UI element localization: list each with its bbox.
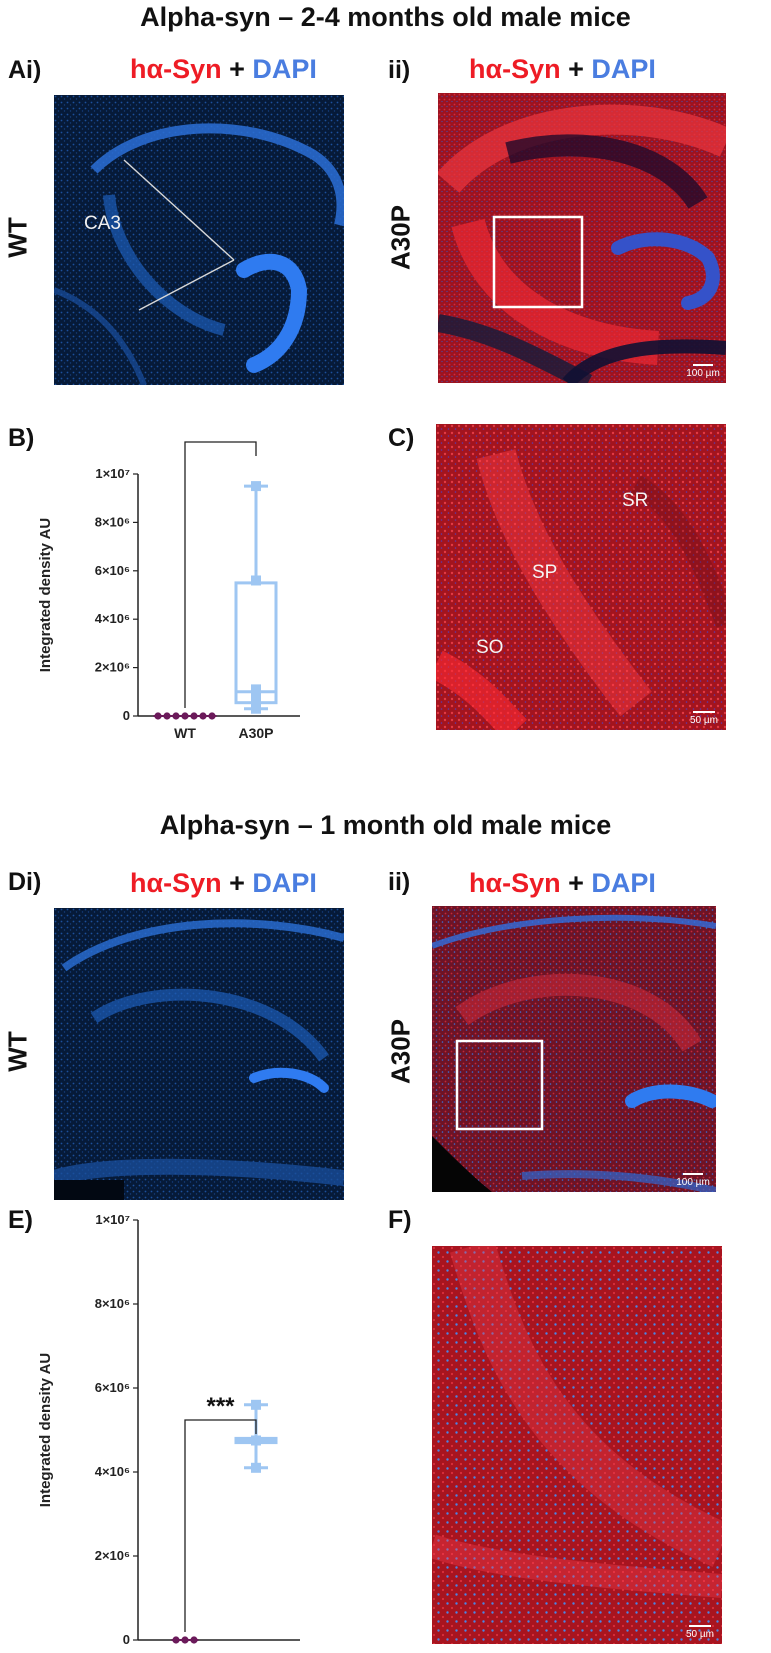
panel-label-c: C) <box>388 424 415 452</box>
stain-legend-ai: hα-Syn + DAPI <box>130 54 317 85</box>
stain-syn: hα-Syn <box>130 54 222 84</box>
stain-dapi: DAPI <box>591 868 656 898</box>
panel-label-ii-top: ii) <box>388 56 411 84</box>
stain-legend-aii: hα-Syn + DAPI <box>469 54 656 85</box>
panel-label-ii-bottom: ii) <box>388 868 411 896</box>
sr-label: SR <box>622 490 649 511</box>
scale-bar-label: 50 µm <box>686 1629 714 1640</box>
micrograph-c-zoom: SR SP SO 50 µm <box>436 424 726 730</box>
significance-stars: *** <box>206 1393 235 1420</box>
scale-bar-c: 50 µm <box>688 711 720 726</box>
panel-label-b: B) <box>8 424 35 452</box>
y-tick-label: 1×10⁷ <box>95 1212 130 1227</box>
top-section-title: Alpha-syn – 2-4 months old male mice <box>140 2 631 32</box>
scale-bar-f: 50 µm <box>684 1625 716 1640</box>
y-tick-label: 8×10⁶ <box>95 1296 130 1311</box>
significance-stars: *** <box>206 430 235 442</box>
y-axis-label: Integrated density AU <box>37 1353 54 1507</box>
micrograph-aii-a30p: 100 µm <box>438 93 726 383</box>
stain-syn: hα-Syn <box>469 868 561 898</box>
a30p-data-point <box>251 1462 261 1473</box>
micrograph-f-zoom: 50 µm <box>432 1246 722 1644</box>
y-tick-label: 2×10⁶ <box>95 1548 130 1563</box>
stain-plus: + <box>229 868 245 898</box>
stain-dapi: DAPI <box>252 868 317 898</box>
y-tick-label: 8×10⁶ <box>95 514 130 529</box>
y-tick-label: 0 <box>123 708 130 723</box>
micrograph-ai-wt: CA3 <box>54 95 344 385</box>
y-tick-label: 6×10⁶ <box>95 1380 130 1395</box>
so-label: SO <box>476 637 504 658</box>
chart-b: 0 2×10⁶ 4×10⁶ 6×10⁶ 8×10⁶ 1×10⁷ Integrated den… <box>37 430 300 741</box>
scale-bar-label: 100 µm <box>676 1177 710 1188</box>
stain-legend-dii: hα-Syn + DAPI <box>469 868 656 899</box>
y-tick-label: 2×10⁶ <box>95 660 130 675</box>
significance-bracket <box>184 441 257 708</box>
side-label-wt-top: WT <box>2 217 33 258</box>
stain-dapi: DAPI <box>252 54 317 84</box>
a30p-data-point <box>251 575 261 586</box>
ca3-label: CA3 <box>84 213 121 234</box>
panel-label-di: Di) <box>8 868 42 896</box>
stain-plus: + <box>568 868 584 898</box>
micrograph-di-wt <box>54 908 344 1200</box>
side-label-a30p-top: A30P <box>385 204 416 271</box>
sp-label: SP <box>532 562 558 583</box>
a30p-data-point <box>251 481 261 492</box>
a30p-data-point <box>251 703 261 714</box>
stain-plus: + <box>568 54 584 84</box>
chart-e: 0 2×10⁶ 4×10⁶ 6×10⁶ 8×10⁶ 1×10⁷ Integrated den… <box>37 1212 300 1650</box>
x-category-label: A30P <box>238 725 273 741</box>
y-tick-label: 1×10⁷ <box>95 466 130 481</box>
bottom-section-title: Alpha-syn – 1 month old male mice <box>159 810 612 840</box>
scale-bar-label: 100 µm <box>686 368 720 379</box>
y-tick-label: 6×10⁶ <box>95 563 130 578</box>
side-label-wt-bottom: WT <box>2 1031 33 1072</box>
y-tick-label: 0 <box>123 1632 130 1647</box>
stain-dapi: DAPI <box>591 54 656 84</box>
y-tick-label: 4×10⁶ <box>95 1464 130 1479</box>
stain-syn: hα-Syn <box>469 54 561 84</box>
a30p-data-point <box>251 684 261 695</box>
scale-bar-aii: 100 µm <box>686 364 720 379</box>
a30p-data-point <box>251 1399 261 1410</box>
x-category-label: WT <box>174 725 196 741</box>
panel-label-ai: Ai) <box>8 56 42 84</box>
micrograph-dii-a30p: 100 µm <box>432 906 716 1192</box>
panel-label-f: F) <box>388 1206 412 1234</box>
stain-legend-di: hα-Syn + DAPI <box>130 868 317 899</box>
significance-bracket <box>184 1419 257 1632</box>
x-category-label: A30P <box>238 1649 273 1650</box>
y-tick-label: 4×10⁶ <box>95 611 130 626</box>
x-category-label: WT <box>174 1649 196 1650</box>
side-label-a30p-bottom: A30P <box>385 1018 416 1085</box>
scale-bar-dii: 100 µm <box>676 1173 710 1188</box>
scale-bar-label: 50 µm <box>690 715 718 726</box>
panel-label-e: E) <box>8 1206 33 1234</box>
a30p-data-point <box>251 1435 261 1446</box>
y-axis-label: Integrated density AU <box>37 518 54 672</box>
stain-syn: hα-Syn <box>130 868 222 898</box>
stain-plus: + <box>229 54 245 84</box>
